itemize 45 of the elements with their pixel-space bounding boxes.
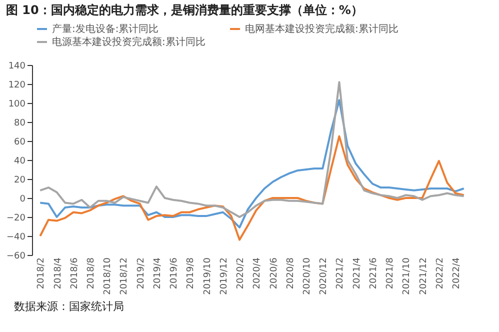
x-tick-label: 2018/4 xyxy=(53,257,64,290)
x-tick-label: 2020/10 xyxy=(302,257,312,295)
y-tick-label: −60 xyxy=(6,252,26,262)
chart-title: 图 10：国内稳定的电力需求，是铜消费量的重要支撑（单位：%） xyxy=(6,3,363,17)
x-tick-label: 2021/2 xyxy=(336,258,346,290)
y-tick-label: 60 xyxy=(14,138,26,148)
y-tick-label: 0 xyxy=(20,194,26,204)
line-series xyxy=(39,81,465,218)
x-tick-label: 2021/10 xyxy=(402,257,412,295)
x-tick-label: 2019/10 xyxy=(202,257,213,295)
y-tick-label: −20 xyxy=(6,214,26,224)
legend-label: 产量:发电设备:累计同比 xyxy=(52,23,159,35)
y-tick-label: 120 xyxy=(8,80,26,90)
y-tick-label: 140 xyxy=(8,62,26,72)
x-tick-label: 2019/8 xyxy=(186,257,196,290)
x-tick-label: 2021/12 xyxy=(418,258,429,295)
y-tick-label: 20 xyxy=(14,176,26,186)
x-tick-label: 2022/2 xyxy=(435,258,446,290)
legend-label: 电源基本建设投资完成额:累计同比 xyxy=(52,36,206,48)
x-tick-label: 2020/12 xyxy=(319,258,330,295)
source-note: 数据来源：国家统计局 xyxy=(13,299,125,314)
x-tick-label: 2020/4 xyxy=(252,257,263,290)
x-tick-label: 2019/2 xyxy=(136,258,146,290)
x-tick-label: 2019/6 xyxy=(170,257,180,290)
line-series xyxy=(39,99,465,228)
x-tick-label: 2021/4 xyxy=(352,257,362,290)
y-tick-label: 40 xyxy=(14,156,26,166)
x-tick-label: 2020/2 xyxy=(236,258,246,290)
legend-label: 电网基本建设投资完成额:累计同比 xyxy=(245,23,398,35)
x-tick-label: 2021/8 xyxy=(386,257,396,290)
y-tick-label: 80 xyxy=(14,118,26,128)
line-series xyxy=(39,135,465,241)
x-tick-label: 2019/12 xyxy=(219,258,230,295)
x-tick-label: 2020/8 xyxy=(286,257,296,290)
x-tick-label: 2018/10 xyxy=(103,257,114,295)
x-tick-label: 2018/2 xyxy=(36,258,47,290)
y-tick-label: 100 xyxy=(8,100,26,110)
x-tick-label: 2022/4 xyxy=(452,257,462,290)
y-tick-label: −40 xyxy=(6,232,26,242)
x-tick-label: 2018/8 xyxy=(86,257,96,290)
x-tick-label: 2018/12 xyxy=(120,258,130,295)
x-tick-label: 2021/6 xyxy=(368,257,379,290)
x-tick-label: 2019/4 xyxy=(152,257,163,290)
x-tick-label: 2018/6 xyxy=(70,257,80,290)
x-tick-label: 2020/6 xyxy=(269,257,280,290)
